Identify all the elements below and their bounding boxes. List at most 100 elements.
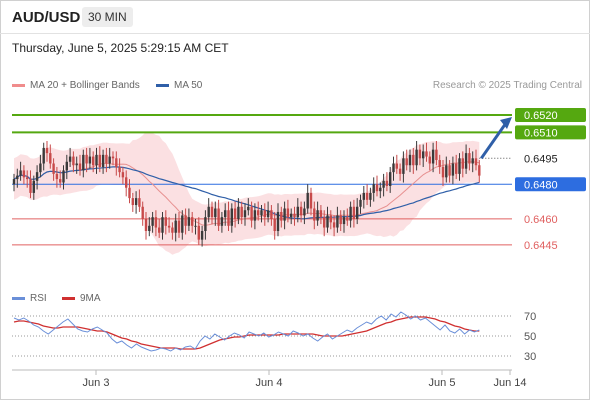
candle-body (68, 156, 72, 162)
ma20-line (13, 161, 480, 226)
candle-body (85, 154, 88, 164)
candle-body (95, 154, 98, 166)
candle-body (299, 206, 303, 216)
candle-body (382, 180, 385, 188)
candle-body (425, 151, 428, 157)
ma50-swatch (156, 83, 169, 87)
candle-body (316, 210, 319, 221)
candle-body (217, 208, 220, 226)
candle-body (72, 156, 75, 166)
candle-body (372, 184, 375, 193)
candle-body (247, 206, 250, 211)
candle-body (187, 217, 191, 226)
candle-body (359, 199, 362, 207)
candle-body (237, 206, 240, 219)
candle-body (108, 156, 111, 164)
candle-body (464, 153, 468, 169)
candle-body (158, 227, 161, 233)
candle-body (290, 213, 293, 218)
time-label: Jun 5 (429, 377, 456, 389)
candle-body (415, 149, 418, 166)
candle-body (144, 218, 148, 231)
candle-body (461, 158, 464, 169)
candle-body (197, 225, 200, 240)
candle-body (431, 149, 435, 164)
candle-body (12, 179, 16, 185)
ma50-line (13, 166, 480, 220)
candle-body (39, 163, 42, 173)
candle-body (230, 208, 233, 226)
candle-body (346, 217, 349, 221)
projection-arrow (480, 122, 508, 160)
candle-body (167, 225, 171, 228)
candle-body (329, 215, 332, 223)
candle-body (92, 156, 95, 166)
candle-body (128, 187, 131, 199)
candle-body (154, 217, 158, 228)
candle-body (125, 177, 128, 188)
ma20-swatch (12, 83, 25, 87)
price-label-pivot: 0.6480 (524, 179, 558, 191)
candle-body (138, 198, 141, 207)
candle-body (26, 177, 29, 180)
candle-body (204, 217, 207, 231)
candle-body (29, 179, 32, 193)
candle-body (336, 215, 339, 228)
candle-body (148, 225, 151, 231)
legend-rsi-ma: 9MA (62, 293, 101, 304)
candle-body (405, 158, 408, 166)
current-price-tag (515, 151, 585, 166)
legend-ma20-bollinger: MA 20 + Bollinger Bands (12, 80, 140, 91)
candle-body (474, 158, 478, 166)
candle-body (293, 213, 296, 218)
timeframe-badge[interactable]: 30 MIN (82, 7, 133, 27)
price-label-current: 0.6495 (524, 153, 558, 165)
candle-body (260, 210, 263, 216)
price-label-support: 0.6460 (524, 214, 558, 226)
candle-body (214, 208, 217, 218)
candle-body (422, 151, 425, 159)
candle-body (250, 206, 253, 221)
candle-body (309, 192, 313, 209)
symbol-title: AUD/USD (12, 9, 81, 26)
candle-body (266, 210, 270, 218)
candle-body (471, 158, 474, 164)
candle-body (62, 170, 65, 183)
candle-body (398, 168, 402, 174)
candle-body (243, 210, 247, 218)
candle-body (253, 210, 257, 221)
candle-body (332, 222, 336, 228)
candle-body (408, 154, 412, 166)
candle-body (478, 165, 481, 176)
candle-body (177, 220, 181, 233)
candle-body (32, 180, 35, 193)
price-label-box-resistance (515, 108, 586, 123)
candle-body (303, 208, 306, 216)
rsi-tick-label: 50 (524, 331, 536, 343)
candle-body (55, 173, 59, 180)
price-label-resistance: 0.6510 (524, 127, 558, 139)
candle-body (220, 217, 224, 226)
candle-body (455, 163, 458, 174)
candle-body (151, 217, 154, 226)
candle-body (184, 215, 187, 226)
rsi-swatch (12, 296, 25, 300)
candle-body (468, 153, 471, 164)
candle-body (105, 154, 108, 164)
candle-body (35, 172, 39, 181)
candle-body (210, 206, 214, 218)
candle-body (342, 217, 346, 225)
bollinger-band (14, 131, 480, 255)
candle-body (59, 179, 62, 183)
candle-body (451, 163, 455, 176)
legend-rsi-label: RSI (30, 293, 47, 304)
research-credit: Research © 2025 Trading Central (432, 80, 582, 91)
price-label-box-resistance (515, 125, 586, 140)
candle-body (379, 187, 382, 192)
rsi-ma-swatch (62, 296, 75, 300)
candle-body (257, 210, 260, 216)
price-label-resistance: 0.6520 (524, 110, 558, 122)
candle-body (263, 210, 266, 218)
candle-body (448, 165, 451, 176)
candle-body (82, 154, 85, 171)
